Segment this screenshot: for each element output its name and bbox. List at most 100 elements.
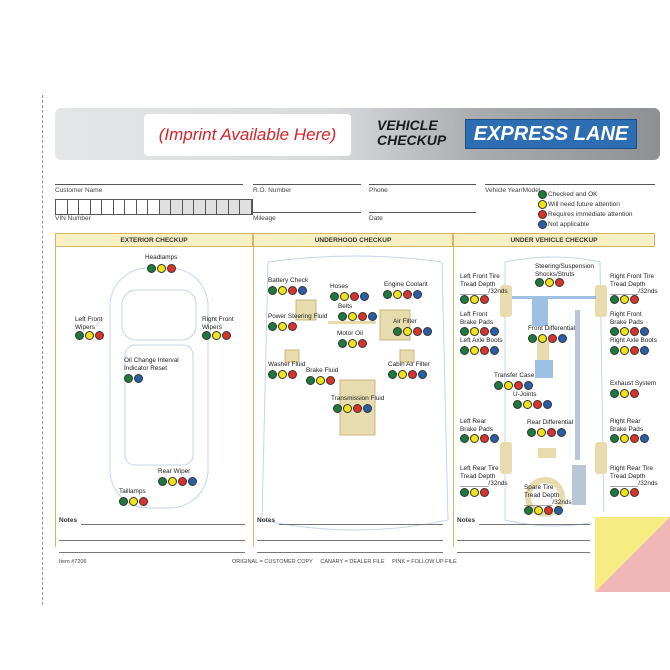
rating-circle-immediate[interactable] bbox=[350, 292, 359, 301]
rating-circle-ok[interactable] bbox=[535, 278, 544, 287]
rating-circle-na[interactable] bbox=[413, 290, 422, 299]
rating-circle-immediate[interactable] bbox=[630, 295, 639, 304]
rating-circle-future[interactable] bbox=[470, 327, 479, 336]
notes-line[interactable] bbox=[457, 540, 645, 541]
rating-circle-future[interactable] bbox=[340, 292, 349, 301]
rating-circle-ok[interactable] bbox=[527, 428, 536, 437]
rating-circle-future[interactable] bbox=[168, 477, 177, 486]
vin-box[interactable] bbox=[171, 200, 183, 214]
rating-circle-ok[interactable] bbox=[460, 327, 469, 336]
rating-circle-future[interactable] bbox=[620, 488, 629, 497]
rating-circle-na[interactable] bbox=[490, 327, 499, 336]
rating-circle-future[interactable] bbox=[620, 295, 629, 304]
rating-circle-ok[interactable] bbox=[158, 477, 167, 486]
rating-circle-immediate[interactable] bbox=[408, 370, 417, 379]
rating-circle-immediate[interactable] bbox=[630, 434, 639, 443]
rating-circle-future[interactable] bbox=[278, 370, 287, 379]
vin-box[interactable] bbox=[56, 200, 68, 214]
ro-number-field[interactable] bbox=[253, 184, 361, 185]
rating-circle-future[interactable] bbox=[470, 488, 479, 497]
rating-circle-immediate[interactable] bbox=[353, 404, 362, 413]
customer-name-field[interactable] bbox=[55, 184, 243, 185]
date-field[interactable] bbox=[369, 212, 476, 213]
vin-box[interactable] bbox=[194, 200, 206, 214]
rating-circle-ok[interactable] bbox=[383, 290, 392, 299]
rating-circle-ok[interactable] bbox=[460, 295, 469, 304]
rating-circle-future[interactable] bbox=[348, 312, 357, 321]
rating-circle-future[interactable] bbox=[212, 331, 221, 340]
rating-circle-na[interactable] bbox=[554, 506, 563, 515]
rating-circle-immediate[interactable] bbox=[555, 278, 564, 287]
rating-circle-na[interactable] bbox=[134, 374, 143, 383]
rating-circle-future[interactable] bbox=[403, 327, 412, 336]
rating-circle-future[interactable] bbox=[85, 331, 94, 340]
rating-circle-na[interactable] bbox=[298, 286, 307, 295]
notes-line[interactable] bbox=[257, 552, 443, 553]
notes-line[interactable] bbox=[59, 552, 245, 553]
vin-box[interactable] bbox=[217, 200, 229, 214]
rating-circle-ok[interactable] bbox=[330, 292, 339, 301]
rating-circle-immediate[interactable] bbox=[533, 400, 542, 409]
rating-circle-immediate[interactable] bbox=[548, 334, 557, 343]
rating-circle-immediate[interactable] bbox=[514, 381, 523, 390]
rating-circle-immediate[interactable] bbox=[480, 434, 489, 443]
rating-circle-future[interactable] bbox=[537, 428, 546, 437]
rating-circle-immediate[interactable] bbox=[630, 327, 639, 336]
rating-circle-ok[interactable] bbox=[147, 264, 156, 273]
rating-circle-ok[interactable] bbox=[338, 312, 347, 321]
rating-circle-future[interactable] bbox=[470, 346, 479, 355]
rating-circle-immediate[interactable] bbox=[547, 428, 556, 437]
vin-box[interactable] bbox=[137, 200, 148, 214]
rating-circle-na[interactable] bbox=[423, 327, 432, 336]
rating-circle-ok[interactable] bbox=[124, 374, 133, 383]
rating-circle-na[interactable] bbox=[490, 434, 499, 443]
rating-circle-na[interactable] bbox=[360, 292, 369, 301]
notes-line[interactable] bbox=[279, 524, 443, 525]
rating-circle-ok[interactable] bbox=[460, 346, 469, 355]
rating-circle-future[interactable] bbox=[470, 295, 479, 304]
rating-circle-future[interactable] bbox=[620, 389, 629, 398]
notes-line[interactable] bbox=[59, 540, 245, 541]
rating-circle-ok[interactable] bbox=[610, 389, 619, 398]
rating-circle-future[interactable] bbox=[278, 286, 287, 295]
vin-box[interactable] bbox=[240, 200, 252, 214]
rating-circle-na[interactable] bbox=[368, 312, 377, 321]
rating-circle-immediate[interactable] bbox=[222, 331, 231, 340]
rating-circle-ok[interactable] bbox=[513, 400, 522, 409]
rating-circle-future[interactable] bbox=[393, 290, 402, 299]
vin-box[interactable] bbox=[102, 200, 114, 214]
vin-box[interactable] bbox=[91, 200, 102, 214]
rating-circle-immediate[interactable] bbox=[288, 286, 297, 295]
notes-line[interactable] bbox=[479, 524, 645, 525]
rating-circle-ok[interactable] bbox=[268, 286, 277, 295]
vin-box[interactable] bbox=[228, 200, 240, 214]
rating-circle-ok[interactable] bbox=[393, 327, 402, 336]
mileage-field[interactable] bbox=[253, 212, 361, 213]
rating-circle-ok[interactable] bbox=[524, 506, 533, 515]
rating-circle-ok[interactable] bbox=[610, 488, 619, 497]
rating-circle-future[interactable] bbox=[129, 497, 138, 506]
vin-box[interactable] bbox=[205, 200, 217, 214]
rating-circle-future[interactable] bbox=[534, 506, 543, 515]
rating-circle-immediate[interactable] bbox=[95, 331, 104, 340]
rating-circle-na[interactable] bbox=[418, 370, 427, 379]
rating-circle-future[interactable] bbox=[278, 322, 287, 331]
rating-circle-ok[interactable] bbox=[202, 331, 211, 340]
rating-circle-ok[interactable] bbox=[494, 381, 503, 390]
rating-circle-ok[interactable] bbox=[610, 346, 619, 355]
vin-box[interactable] bbox=[79, 200, 91, 214]
rating-circle-future[interactable] bbox=[348, 339, 357, 348]
rating-circle-ok[interactable] bbox=[388, 370, 397, 379]
rating-circle-immediate[interactable] bbox=[178, 477, 187, 486]
rating-circle-immediate[interactable] bbox=[480, 327, 489, 336]
rating-circle-future[interactable] bbox=[545, 278, 554, 287]
notes-line[interactable] bbox=[81, 524, 245, 525]
rating-circle-future[interactable] bbox=[538, 334, 547, 343]
rating-circle-future[interactable] bbox=[470, 434, 479, 443]
rating-circle-immediate[interactable] bbox=[358, 339, 367, 348]
rating-circle-future[interactable] bbox=[620, 346, 629, 355]
rating-circle-na[interactable] bbox=[543, 400, 552, 409]
rating-circle-na[interactable] bbox=[490, 346, 499, 355]
rating-circle-ok[interactable] bbox=[528, 334, 537, 343]
rating-circle-immediate[interactable] bbox=[630, 346, 639, 355]
